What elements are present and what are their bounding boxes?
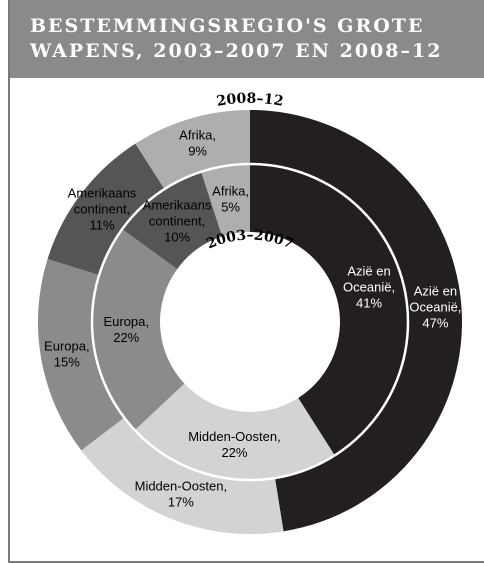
outer-ring-title: 2008–12 xyxy=(215,91,284,110)
inner-label-europa: Europa, 22% xyxy=(103,314,149,345)
inner-slice-europa xyxy=(91,229,185,431)
outer-label-amerikaans-continent: Amerikaans continent, 11% xyxy=(68,185,137,232)
inner-slice-afrika xyxy=(201,164,250,237)
chart-frame xyxy=(8,0,484,563)
chart-title: BESTEMMINGSREGIO'S GROTE WAPENS, 2003–20… xyxy=(30,15,443,62)
outer-label-azi-en-oceani: Azië en Oceanië, 47% xyxy=(409,283,461,330)
inner-slice-midden-oosten xyxy=(134,383,335,481)
outer-label-europa: Europa, 15% xyxy=(44,338,90,369)
outer-slice-midden-oosten xyxy=(81,417,284,534)
outer-label-midden-oosten: Midden-Oosten, 17% xyxy=(135,479,228,510)
inner-slice-azi-en-oceani xyxy=(250,164,409,456)
outer-slice-europa xyxy=(37,259,125,451)
outer-slice-amerikaans-continent xyxy=(47,143,165,276)
inner-label-azi-en-oceani: Azië en Oceanië, 41% xyxy=(343,263,395,310)
inner-label-midden-oosten: Midden-Oosten, 22% xyxy=(188,429,281,460)
inner-slice-amerikaans-continent xyxy=(122,171,223,270)
inner-label-amerikaans-continent: Amerikaans continent, 10% xyxy=(143,198,212,245)
title-bar: BESTEMMINGSREGIO'S GROTE WAPENS, 2003–20… xyxy=(8,0,484,78)
inner-label-afrika: Afrika, 5% xyxy=(212,184,249,215)
outer-slice-azi-en-oceani xyxy=(250,110,463,532)
ring-separator xyxy=(90,162,410,482)
outer-slice-afrika xyxy=(135,110,250,190)
outer-label-afrika: Afrika, 9% xyxy=(179,128,216,159)
